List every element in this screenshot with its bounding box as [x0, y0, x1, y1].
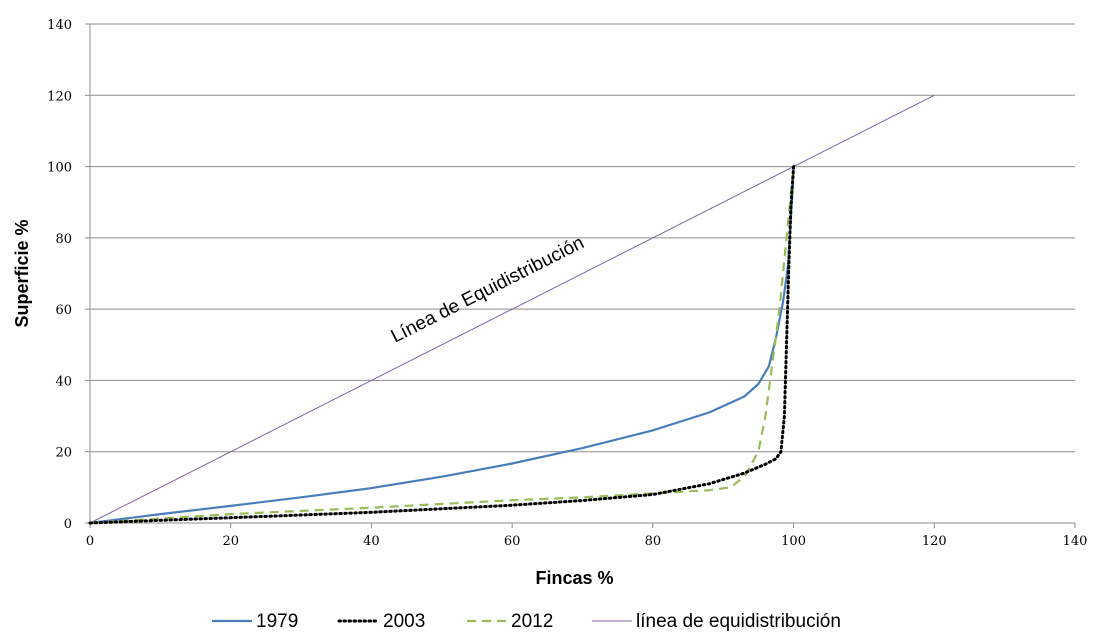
x-tick-labels: 0 20 40 60 80 100 120 140 [86, 534, 1088, 549]
axes [85, 23, 1076, 528]
legend: 1979 2003 2012 línea de equidistribución [212, 611, 841, 632]
legend-label-2012: 2012 [511, 611, 553, 632]
legend-label-2003: 2003 [383, 611, 425, 632]
y-axis-title: Superficie % [12, 219, 32, 327]
x-tick-label: 100 [781, 534, 806, 549]
y-tick-label: 0 [64, 517, 72, 532]
x-tick-label: 140 [1063, 534, 1088, 549]
y-tick-label: 140 [47, 18, 72, 33]
y-tick-label: 40 [55, 374, 72, 389]
gridlines [90, 23, 1075, 453]
x-tick-label: 80 [645, 534, 662, 549]
legend-label-línea-de-equidistribución: línea de equidistribución [636, 611, 841, 632]
series-line-2003 [88, 165, 796, 525]
data-series [88, 94, 935, 525]
x-tick-label: 0 [86, 534, 94, 549]
y-tick-label: 80 [55, 232, 72, 247]
equidistribution-annotation: Línea de Equidistribución [388, 232, 588, 347]
y-tick-labels: 0 20 40 60 80 100 120 140 [47, 18, 72, 532]
x-tick-label: 20 [222, 534, 239, 549]
legend-label-1979: 1979 [256, 611, 298, 632]
x-axis-title: Fincas % [535, 568, 613, 588]
y-tick-label: 100 [47, 161, 72, 176]
x-tick-label: 60 [504, 534, 521, 549]
y-tick-label: 20 [55, 446, 72, 461]
x-tick-label: 40 [363, 534, 380, 549]
series-line-1979 [89, 166, 795, 525]
y-tick-label: 60 [55, 303, 72, 318]
x-tick-label: 120 [922, 534, 947, 549]
y-tick-label: 120 [47, 89, 72, 104]
series-line-2012 [89, 166, 795, 525]
